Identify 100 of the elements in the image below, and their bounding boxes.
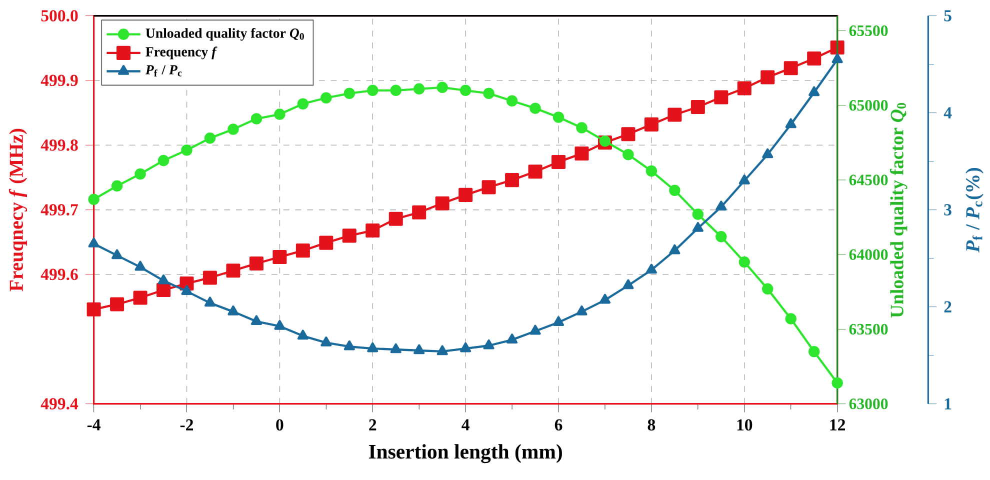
point (414, 344, 425, 354)
legend-label: P$_{f}$ / P$_{c}$ (145, 65, 182, 77)
point (644, 118, 658, 132)
point (226, 264, 240, 278)
point (506, 95, 518, 107)
point (785, 313, 796, 324)
point (274, 320, 286, 330)
point (158, 274, 170, 284)
point (551, 155, 566, 170)
y-axis-title: Freuqnecy f (MHz) (8, 128, 28, 292)
point (413, 83, 425, 95)
y-tick-label: 499.7 (40, 204, 78, 216)
y-tick-label: 499.8 (40, 140, 78, 151)
point (158, 155, 170, 166)
y-tick-label: 499.6 (40, 268, 78, 280)
y2-tick-label: 63500 (849, 324, 888, 335)
point (296, 244, 310, 258)
y2-axis-title: Unloaded quality factor Q$_{0}$ (890, 103, 908, 318)
point (228, 124, 239, 135)
point (506, 334, 518, 344)
y2-tick-label: 63000 (849, 398, 888, 410)
y-tick-label: 499.9 (40, 74, 78, 86)
point (344, 88, 356, 100)
point (156, 283, 171, 298)
point (460, 342, 472, 352)
y3-tick-label: 2 (944, 301, 952, 312)
point (319, 236, 334, 250)
point (297, 330, 308, 340)
point (646, 264, 657, 274)
point (390, 84, 402, 96)
point (367, 342, 378, 352)
point (808, 86, 820, 96)
point (576, 122, 588, 134)
point (344, 340, 355, 350)
point (830, 40, 844, 55)
point (807, 52, 822, 66)
x-tick-label: 12 (830, 419, 846, 430)
point (599, 294, 611, 304)
point (737, 81, 752, 96)
point (204, 296, 216, 307)
point (88, 194, 100, 206)
y2-tick-label: 64000 (849, 249, 888, 260)
point (458, 188, 473, 202)
legend-label: Frequency f (146, 46, 218, 60)
point (111, 180, 123, 192)
point (86, 302, 101, 316)
x-tick-label: 6 (554, 419, 562, 431)
point (808, 346, 820, 358)
point (112, 249, 123, 260)
point (483, 88, 494, 100)
point (272, 250, 287, 264)
point (249, 256, 264, 271)
x-axis-title: Insertion length (mm) (368, 444, 562, 464)
point (388, 212, 403, 226)
point (390, 343, 402, 354)
point (460, 84, 472, 96)
point (320, 92, 332, 104)
y3-axis-title: P$_{f}$ / P$_{c}$(%) (966, 168, 984, 253)
point (202, 270, 217, 285)
point (436, 345, 448, 356)
point (436, 82, 448, 94)
point (181, 285, 192, 296)
point (716, 200, 727, 211)
point (716, 231, 727, 242)
point (482, 180, 496, 194)
point (134, 260, 146, 271)
point (621, 127, 636, 142)
point (528, 164, 542, 179)
legend-label: Unloaded quality factor Q$_{0}$ (146, 28, 304, 41)
point (738, 256, 750, 268)
point (692, 208, 704, 220)
y3-tick-label: 3 (944, 204, 952, 216)
point (297, 98, 309, 110)
point (785, 118, 796, 128)
y2-tick-label: 65000 (849, 100, 888, 111)
point (738, 174, 750, 184)
point (574, 146, 589, 161)
point (110, 297, 124, 312)
x-tick-label: 10 (737, 419, 752, 431)
point (669, 244, 680, 254)
x-tick-label: -2 (180, 419, 194, 430)
point (320, 336, 332, 346)
point (576, 306, 588, 316)
point (622, 149, 634, 160)
point (366, 224, 380, 238)
point (599, 136, 611, 147)
y-tick-label: 499.4 (40, 398, 78, 410)
point (762, 148, 774, 158)
point (668, 108, 682, 122)
point (133, 290, 148, 305)
point (669, 184, 680, 196)
point (762, 283, 774, 295)
point (552, 112, 564, 123)
point (228, 306, 239, 316)
y3-tick-label: 5 (944, 10, 952, 22)
point (530, 102, 541, 114)
x-tick-label: 8 (648, 419, 656, 431)
point (250, 315, 262, 326)
x-tick-label: 2 (369, 419, 376, 430)
point (274, 108, 286, 120)
